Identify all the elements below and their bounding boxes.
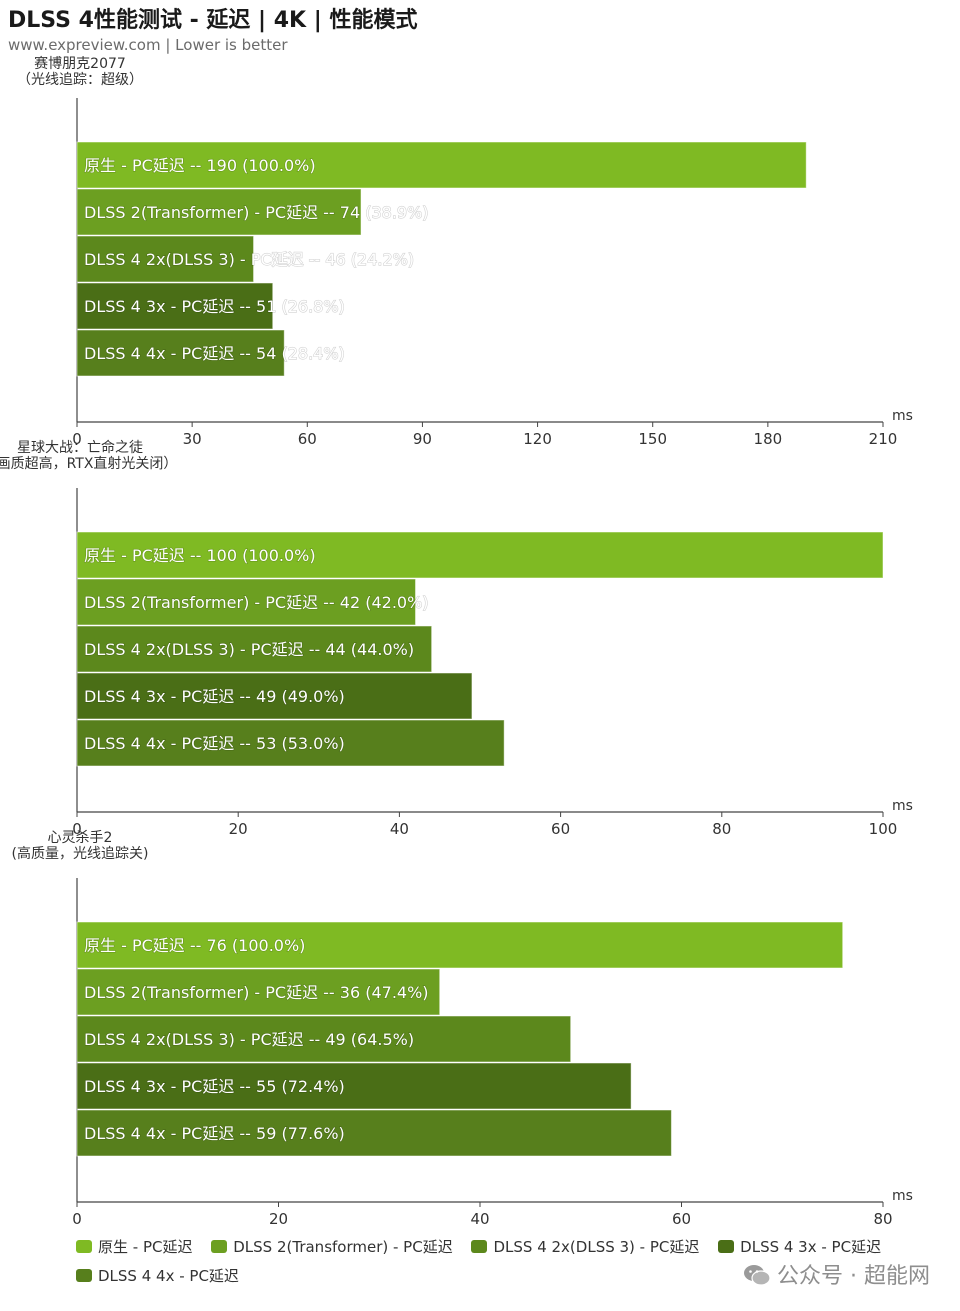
x-tick-label: 100 xyxy=(869,820,898,838)
bar-label: DLSS 4 2x(DLSS 3) - PC延迟 -- 49 (64.5%) xyxy=(84,1030,414,1049)
legend: 原生 - PC延迟 DLSS 2(Transformer) - PC延迟 DLS… xyxy=(76,1236,916,1294)
x-axis-unit: ms xyxy=(892,798,913,814)
x-tick-label: 60 xyxy=(551,820,570,838)
bar xyxy=(76,531,884,579)
x-axis-unit: ms xyxy=(892,408,913,424)
bar xyxy=(76,282,274,330)
x-tick-label: 40 xyxy=(470,1210,489,1228)
bar-label: 原生 - PC延迟 -- 190 (100.0%) xyxy=(84,156,316,175)
bar-label: DLSS 2(Transformer) - PC延迟 -- 74 (38.9%) xyxy=(84,203,429,222)
category-label: （画质超高，RTX直射光关闭） xyxy=(0,455,177,472)
x-tick-label: 150 xyxy=(638,430,667,448)
bar-label: DLSS 4 4x - PC延迟 -- 53 (53.0%) xyxy=(84,734,345,753)
bar xyxy=(76,921,844,969)
legend-label: 原生 - PC延迟 xyxy=(98,1238,193,1256)
bar xyxy=(76,1015,572,1063)
x-tick-label: 20 xyxy=(269,1210,288,1228)
x-tick-label: 210 xyxy=(869,430,898,448)
x-tick-label: 80 xyxy=(712,820,731,838)
bar xyxy=(76,329,285,377)
bar xyxy=(76,719,505,767)
bar xyxy=(76,141,807,189)
legend-label: DLSS 2(Transformer) - PC延迟 xyxy=(233,1238,453,1256)
x-tick-label: 20 xyxy=(229,820,248,838)
bar xyxy=(76,1062,632,1110)
x-tick-label: 60 xyxy=(672,1210,691,1228)
legend-swatch xyxy=(76,1240,92,1253)
bar xyxy=(76,578,417,626)
chart-panel-1: 赛博朋克2077（光线追踪：超级） 0 30 60 90 120 150 180 210 ms 原生… xyxy=(17,55,913,448)
legend-item-dlss4-2x: DLSS 4 2x(DLSS 3) - PC延迟 xyxy=(471,1236,699,1257)
charts-canvas: 赛博朋克2077（光线追踪：超级） 0 30 60 90 120 150 180 210 ms 原生… xyxy=(0,55,913,1228)
category-label: 赛博朋克2077 xyxy=(34,55,126,72)
bar xyxy=(76,968,441,1016)
legend-label: DLSS 4 2x(DLSS 3) - PC延迟 xyxy=(493,1238,700,1256)
bar xyxy=(76,1109,672,1157)
x-tick-label: 0 xyxy=(72,820,82,838)
bar-label: DLSS 4 3x - PC延迟 -- 49 (49.0%) xyxy=(84,687,345,706)
bar-label: 原生 - PC延迟 -- 76 (100.0%) xyxy=(84,936,305,955)
legend-label: DLSS 4 3x - PC延迟 xyxy=(740,1238,882,1256)
legend-item-dlss4-3x: DLSS 4 3x - PC延迟 xyxy=(718,1236,881,1257)
bar-label: 原生 - PC延迟 -- 100 (100.0%) xyxy=(84,546,316,565)
bar xyxy=(76,235,255,283)
bar-label: DLSS 4 4x - PC延迟 -- 59 (77.6%) xyxy=(84,1124,345,1143)
x-tick-label: 0 xyxy=(72,1210,82,1228)
watermark-text: 公众号 · 超能网 xyxy=(777,1264,930,1289)
category-label: (高质量，光线追踪关) xyxy=(12,845,149,862)
x-tick-label: 90 xyxy=(413,430,432,448)
x-tick-label: 60 xyxy=(298,430,317,448)
legend-swatch xyxy=(76,1269,92,1282)
legend-item-native: 原生 - PC延迟 xyxy=(76,1236,192,1257)
chart-panel-2: 星球大战：亡命之徒（画质超高，RTX直射光关闭） 0 20 40 60 80 100 ms 原生… xyxy=(0,439,913,838)
x-tick-label: 180 xyxy=(754,430,783,448)
x-tick-label: 80 xyxy=(873,1210,892,1228)
x-tick-label: 40 xyxy=(390,820,409,838)
bar-label: DLSS 4 3x - PC延迟 -- 55 (72.4%) xyxy=(84,1077,345,1096)
wechat-icon xyxy=(744,1265,771,1286)
legend-swatch xyxy=(211,1240,228,1253)
bar-label: DLSS 4 2x(DLSS 3) - PC延迟 -- 44 (44.0%) xyxy=(84,640,414,659)
legend-swatch xyxy=(718,1240,735,1253)
bar xyxy=(76,672,473,720)
chart-title: DLSS 4性能测试 - 延迟 | 4K | 性能模式 xyxy=(8,8,418,33)
category-label: 星球大战：亡命之徒 xyxy=(17,439,143,456)
x-tick-label: 0 xyxy=(72,430,82,448)
bar-label: DLSS 4 4x - PC延迟 -- 54 (28.4%) xyxy=(84,344,345,363)
legend-label: DLSS 4 4x - PC延迟 xyxy=(98,1267,239,1285)
bar xyxy=(76,188,362,236)
bar-label: DLSS 4 3x - PC延迟 -- 51 (26.8%) xyxy=(84,297,345,316)
legend-swatch xyxy=(471,1240,488,1253)
x-tick-label: 30 xyxy=(183,430,202,448)
bar-label: DLSS 2(Transformer) - PC延迟 -- 42 (42.0%) xyxy=(84,593,429,612)
category-label: 心灵杀手2 xyxy=(48,830,113,846)
bar-label: DLSS 4 2x(DLSS 3) - PC延迟 -- 46 (24.2%) xyxy=(84,250,414,269)
chart-subtitle: www.expreview.com | Lower is better xyxy=(8,36,288,54)
bar xyxy=(76,625,433,673)
x-axis-unit: ms xyxy=(892,1188,913,1204)
category-label: （光线追踪：超级） xyxy=(17,72,143,88)
legend-item-dlss4-4x: DLSS 4 4x - PC延迟 xyxy=(76,1265,239,1286)
watermark: 公众号 · 超能网 xyxy=(743,1258,930,1290)
x-tick-label: 120 xyxy=(523,430,552,448)
bar-label: DLSS 2(Transformer) - PC延迟 -- 36 (47.4%) xyxy=(84,983,429,1002)
legend-item-dlss2: DLSS 2(Transformer) - PC延迟 xyxy=(211,1236,453,1257)
